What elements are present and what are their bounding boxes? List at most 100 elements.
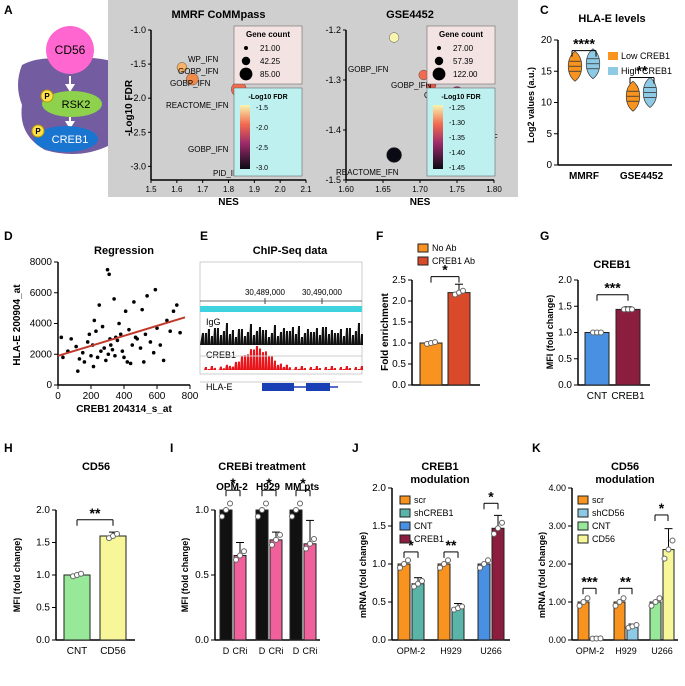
plot-title: CREBi treatment xyxy=(218,461,306,473)
scatter-point xyxy=(107,272,111,277)
scatter-point xyxy=(175,303,179,307)
bubble-gobp_ifn xyxy=(186,72,199,86)
legend-swatch xyxy=(417,243,429,253)
size-legend-title: Gene count xyxy=(246,30,290,39)
gene-exon xyxy=(306,383,330,391)
replicate-point xyxy=(661,555,668,562)
colorbar-tick: -3.0 xyxy=(256,165,268,172)
x-tick-label: D xyxy=(223,646,230,656)
size-legend-value: 21.00 xyxy=(260,44,281,53)
size-legend-dot xyxy=(244,46,248,50)
y-tick-label: 0.0 xyxy=(36,635,50,646)
legend-label: CREB1 xyxy=(414,534,444,544)
size-legend-value: 57.39 xyxy=(453,57,474,66)
x-tick-label: 400 xyxy=(116,391,133,402)
size-legend-dot xyxy=(434,56,444,66)
replicate-point xyxy=(277,531,283,538)
scatter-point xyxy=(69,337,73,341)
x-tick-label: MMRF xyxy=(569,171,599,182)
bar-cnt xyxy=(63,574,91,641)
x-tick-label: H929 xyxy=(440,646,462,656)
point-label: GOBP_IFN xyxy=(188,145,229,154)
colorbar-tick: -2.5 xyxy=(256,145,268,152)
x-tick-label: CRi xyxy=(303,646,318,656)
x-tick-label: H929 xyxy=(615,646,637,656)
replicate-point xyxy=(620,595,627,602)
bar-creb1 xyxy=(615,308,641,386)
x-tick-label: 1.60 xyxy=(338,185,354,194)
y-tick-label: 0.0 xyxy=(195,635,209,646)
point-label: REACTOME_IFN xyxy=(336,168,399,177)
y-tick-label: 2.0 xyxy=(372,483,386,494)
significance-label: * xyxy=(408,537,414,553)
legend-swatch xyxy=(608,52,618,60)
y-tick-label: -1.5 xyxy=(325,175,341,185)
significance-label: * xyxy=(442,262,448,278)
gene-exon xyxy=(262,383,294,391)
y-tick-label: 0.00 xyxy=(548,635,566,645)
y-tick-label: 0.5 xyxy=(558,354,572,365)
plot-title: CREB1 xyxy=(421,461,458,473)
panel-label-A: A xyxy=(4,3,13,17)
x-tick-label: 1.9 xyxy=(249,185,261,194)
y-tick-label: 0.0 xyxy=(392,380,406,391)
y-tick-label: -1.2 xyxy=(325,25,341,35)
x-tick-label: CRi xyxy=(269,646,284,656)
replicate-point xyxy=(633,621,640,628)
legend-swatch xyxy=(577,521,589,531)
panel-label-K: K xyxy=(532,441,541,455)
scatter-point xyxy=(165,318,169,323)
replicate-point xyxy=(598,329,604,336)
scatter-point xyxy=(161,358,166,363)
bar-cd56 xyxy=(99,535,127,641)
replicate-point xyxy=(263,500,269,507)
y-tick-label: 2000 xyxy=(30,349,53,360)
scatter-point xyxy=(140,307,144,312)
significance-label: * xyxy=(266,475,272,491)
colorbar-tick: -1.25 xyxy=(449,105,465,112)
regression-line xyxy=(57,316,186,357)
replicate-point xyxy=(78,570,84,577)
replicate-point xyxy=(227,500,233,507)
y-tick-label: 1.00 xyxy=(548,597,566,607)
scatter-point xyxy=(95,355,100,360)
y-tick-label: 2.0 xyxy=(392,296,406,307)
bar-cri xyxy=(269,539,283,641)
y-tick-label: 0.0 xyxy=(372,635,386,646)
significance-label: *** xyxy=(581,573,598,589)
cd56-node xyxy=(46,26,94,74)
replicate-point xyxy=(485,557,491,564)
y-tick-label: 4.00 xyxy=(548,483,566,493)
bar-cd56 xyxy=(662,549,675,641)
significance-label: * xyxy=(488,488,494,504)
y-tick-label: 0.5 xyxy=(195,570,209,581)
bar-creb1 xyxy=(491,527,505,641)
y-tick-label: 0 xyxy=(46,380,52,391)
significance-label: * xyxy=(230,475,236,491)
replicate-point xyxy=(629,306,635,313)
y-tick-label: 1.5 xyxy=(558,301,572,312)
scatter-point xyxy=(125,360,130,364)
replicate-point xyxy=(481,561,487,567)
bar-creb1-ab xyxy=(447,292,471,386)
replicate-point xyxy=(259,507,265,513)
replicate-point xyxy=(477,564,483,571)
x-tick-label: 600 xyxy=(149,391,166,402)
legend-swatch xyxy=(399,495,411,505)
replicate-point xyxy=(460,287,466,294)
y-axis-label: HLA-E 200904_at xyxy=(12,284,23,366)
scatter-point xyxy=(99,349,103,353)
bar-cri xyxy=(233,555,247,641)
legend-swatch xyxy=(399,534,411,544)
size-legend-dot xyxy=(437,46,441,50)
legend-swatch xyxy=(608,67,618,75)
y-tick-label: 15 xyxy=(541,66,553,77)
scatter-point xyxy=(151,350,156,355)
bar-cnt xyxy=(584,332,610,386)
scatter-point xyxy=(87,332,92,337)
scatter-point xyxy=(130,343,135,347)
y-tick-label: -1.5 xyxy=(130,59,146,69)
x-tick-label: CNT xyxy=(67,646,88,657)
scatter-point xyxy=(74,344,78,349)
track-label: IgG xyxy=(206,317,221,327)
